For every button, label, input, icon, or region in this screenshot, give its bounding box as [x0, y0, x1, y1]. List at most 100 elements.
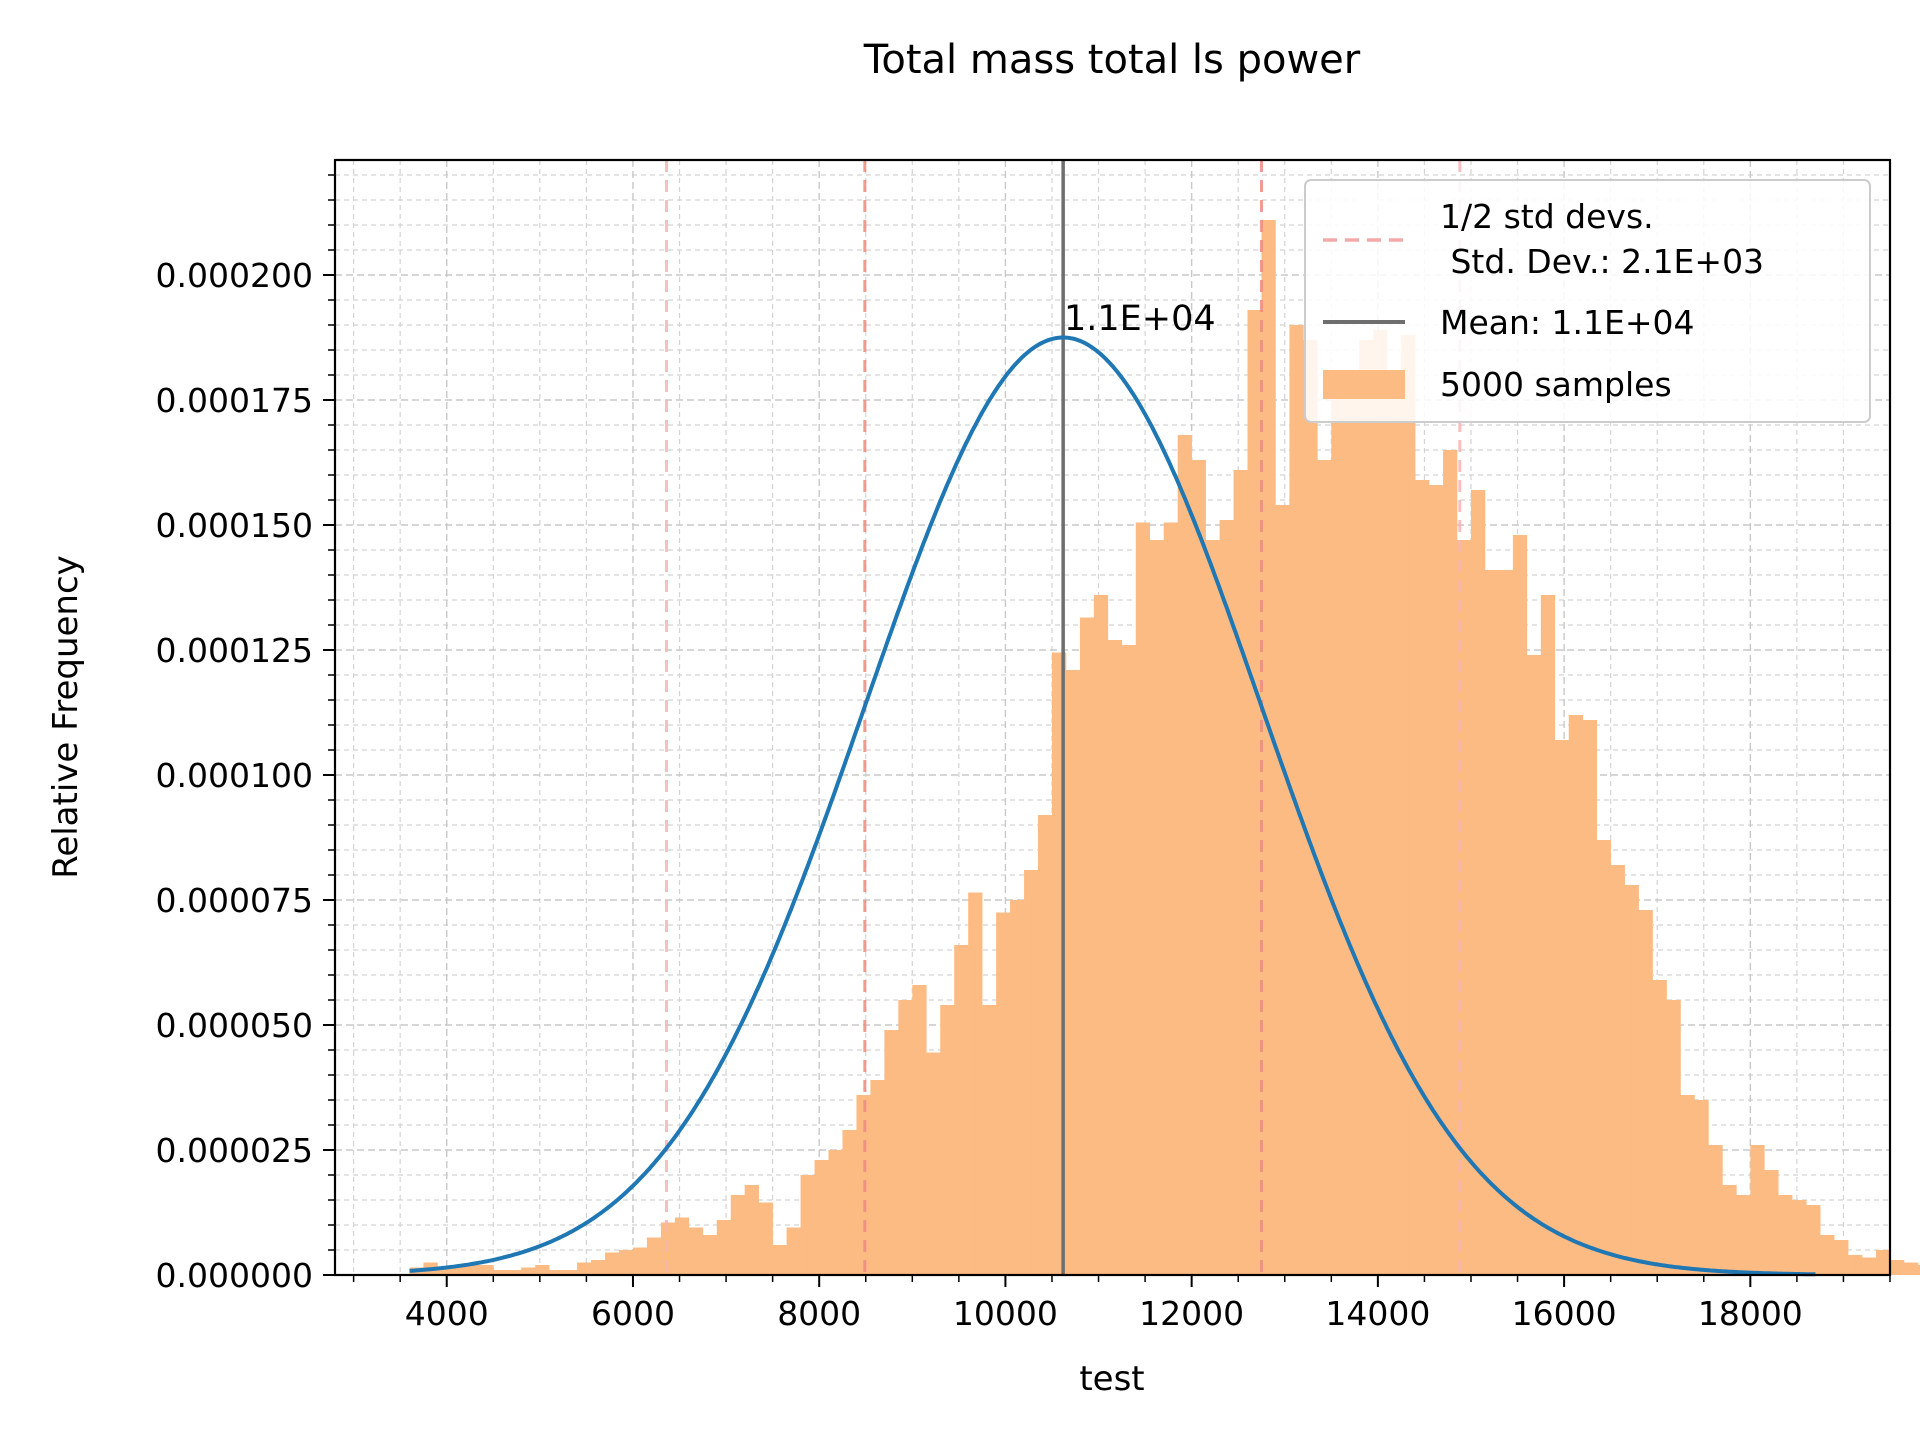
histogram-bar: [549, 1270, 564, 1275]
histogram-bar: [577, 1262, 592, 1275]
legend: 1/2 std devs. Std. Dev.: 2.1E+03 Mean: 1…: [1304, 179, 1871, 423]
histogram-bar: [618, 1250, 634, 1275]
histogram-bar: [1010, 900, 1025, 1275]
histogram-bar: [1680, 1095, 1695, 1275]
x-tick-label: 14000: [1325, 1294, 1430, 1333]
chart-title: Total mass total ls power: [863, 37, 1361, 83]
histogram-bar: [940, 1005, 955, 1275]
mean-annotation: 1.1E+04: [1064, 299, 1216, 339]
histogram-bar: [730, 1195, 746, 1275]
histogram-bar: [646, 1237, 662, 1275]
histogram-bar: [1764, 1170, 1779, 1275]
histogram-bar: [1079, 617, 1095, 1275]
histogram-bar: [1024, 870, 1039, 1275]
x-tick-label: 12000: [1139, 1294, 1244, 1333]
histogram-bar: [563, 1270, 578, 1275]
histogram-bar: [507, 1270, 522, 1275]
histogram-bar: [814, 1160, 829, 1275]
y-axis-label: Relative Frequency: [46, 555, 86, 879]
y-tick-label: 0.000100: [156, 756, 313, 795]
histogram-bar: [1512, 535, 1528, 1275]
histogram-bar: [1233, 470, 1248, 1275]
histogram-bar: [1876, 1250, 1891, 1275]
y-tick-label: 0.000150: [156, 506, 313, 545]
legend-box: [1304, 179, 1871, 423]
y-tick-label: 0.000075: [156, 881, 313, 920]
histogram-bar: [451, 1265, 466, 1275]
histogram-bar: [1540, 595, 1556, 1275]
histogram-bar: [1484, 570, 1500, 1275]
histogram-bar: [688, 1227, 704, 1275]
histogram-bar: [884, 1030, 899, 1275]
histogram-bar: [954, 945, 969, 1275]
histogram-bar: [437, 1267, 452, 1275]
x-tick-label: 4000: [405, 1294, 489, 1333]
histogram-bar: [1596, 840, 1611, 1275]
histogram-bar: [632, 1247, 648, 1275]
y-tick-label: 0.000175: [156, 381, 313, 420]
histogram-bar: [1345, 395, 1360, 1275]
histogram-bar: [1107, 640, 1123, 1275]
histogram-bar: [968, 892, 983, 1275]
ticks-layer: 4000 6000 8000 10000 12000 14000 16000 18000 0.0…: [156, 174, 1891, 1333]
histogram-bar: [842, 1130, 857, 1275]
histogram-bar: [758, 1202, 773, 1275]
x-tick-label: 18000: [1698, 1294, 1803, 1333]
histogram-bar: [800, 1175, 815, 1275]
histogram-bar: [1205, 540, 1220, 1275]
histogram-bar: [1331, 390, 1346, 1275]
legend-std-label-line1: 1/2 std devs.: [1440, 197, 1654, 236]
histogram-bar: [772, 1245, 787, 1275]
histogram-bar: [1191, 460, 1206, 1275]
x-axis-label: test: [1079, 1359, 1144, 1399]
histogram-bar: [1862, 1257, 1877, 1275]
histogram-bar: [1568, 715, 1584, 1275]
histogram-bar: [535, 1265, 550, 1275]
x-tick-label: 8000: [777, 1294, 861, 1333]
y-tick-label: 0.000125: [156, 631, 313, 670]
histogram-bar: [1806, 1205, 1821, 1275]
histogram-bar: [1038, 815, 1053, 1275]
histogram-bar: [1848, 1255, 1863, 1275]
histogram-bar: [479, 1265, 494, 1275]
histogram-bar: [1582, 720, 1597, 1275]
histogram-bar: [1065, 670, 1081, 1275]
x-tick-label: 10000: [953, 1294, 1058, 1333]
histogram-bar: [1219, 520, 1234, 1275]
histogram-bar: [982, 1005, 997, 1275]
histogram-bar: [1638, 910, 1653, 1275]
histogram-bar: [1303, 340, 1318, 1275]
histogram-bar: [1443, 450, 1458, 1275]
histogram-bar: [898, 1000, 913, 1275]
histogram-bar: [1708, 1145, 1723, 1275]
histogram-bar: [1834, 1240, 1849, 1275]
histogram-bar: [1554, 740, 1570, 1275]
histogram-bar: [1792, 1200, 1807, 1275]
histogram-bar: [1498, 570, 1514, 1275]
plot-frame: [333, 158, 1892, 1277]
histogram-bar: [1373, 330, 1388, 1275]
legend-std-label-line2: Std. Dev.: 2.1E+03: [1440, 242, 1764, 281]
histogram-bar: [1470, 490, 1486, 1275]
histogram-bar: [1415, 480, 1430, 1275]
histogram-bar: [1820, 1235, 1835, 1275]
histogram-bar: [674, 1217, 690, 1275]
legend-hist-label: 5000 samples: [1440, 365, 1672, 404]
histogram-bar: [1359, 340, 1374, 1275]
x-tick-label: 6000: [591, 1294, 675, 1333]
y-tick-label: 0.000000: [156, 1256, 313, 1295]
histogram-bar: [702, 1235, 718, 1275]
histogram-bar: [1317, 460, 1332, 1275]
legend-mean-label: Mean: 1.1E+04: [1440, 303, 1695, 342]
histogram-bar: [1121, 645, 1137, 1275]
histogram-bar: [786, 1227, 801, 1275]
histogram-bar: [1177, 435, 1192, 1275]
histogram-bar: [1903, 1262, 1919, 1275]
histogram-bar: [493, 1270, 508, 1275]
histogram-bar: [1163, 522, 1178, 1275]
normal-fit-layer: [409, 335, 1816, 1277]
histogram-bar: [1736, 1195, 1751, 1275]
histogram-bar: [591, 1260, 606, 1275]
histogram-bar: [1526, 655, 1542, 1275]
